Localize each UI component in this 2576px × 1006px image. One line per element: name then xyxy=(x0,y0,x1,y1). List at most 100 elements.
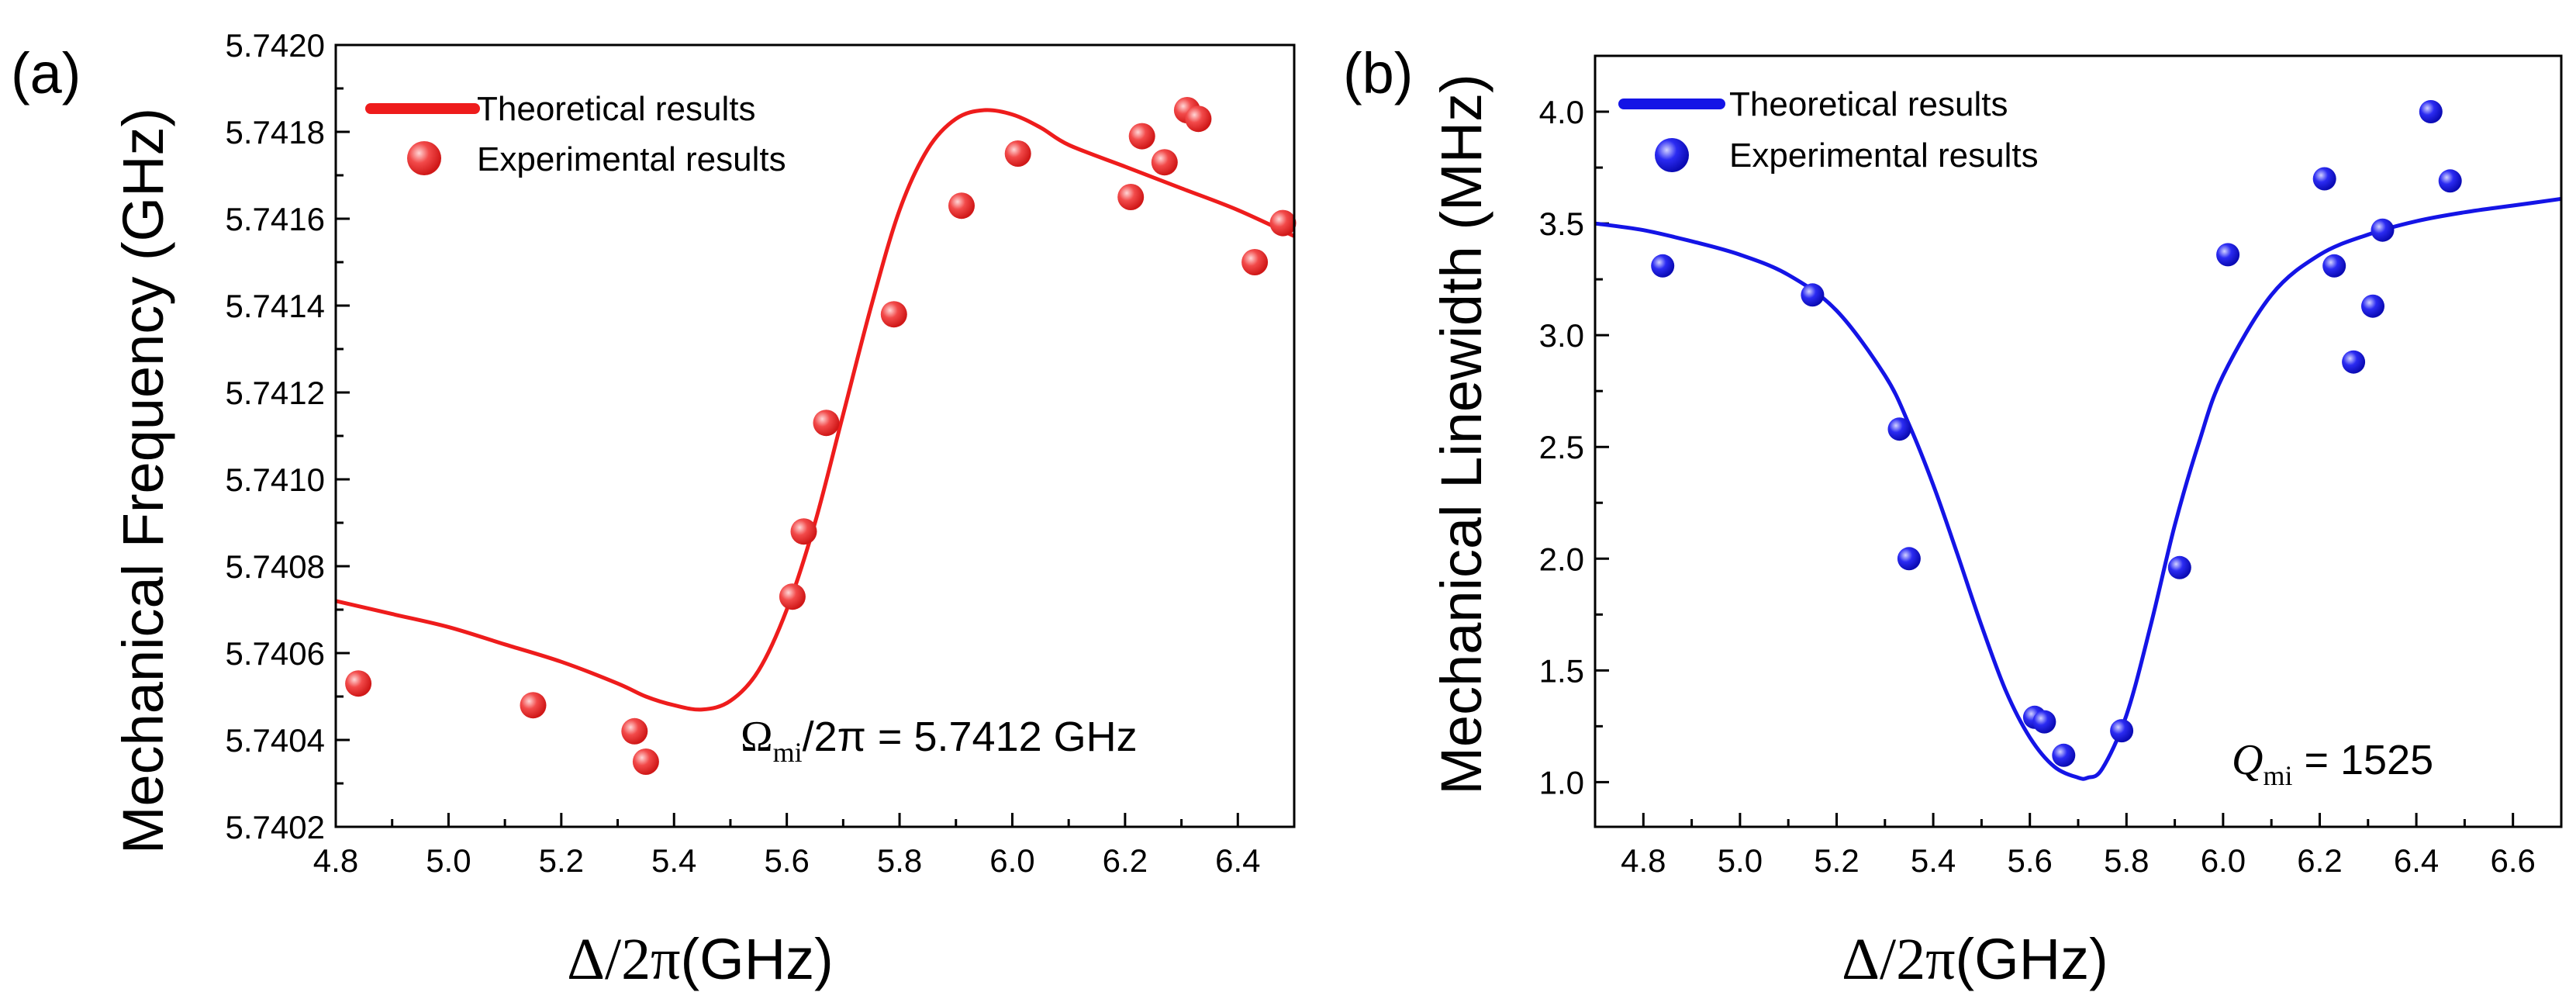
x-tick-label: 4.8 xyxy=(313,842,358,879)
panel-b-points xyxy=(1651,100,2462,767)
data-point xyxy=(2361,294,2384,318)
panel-b: (b) Mechanical Linewidth (MHz) Δ/2π(GHz)… xyxy=(1343,41,2563,992)
theoretical-curve xyxy=(336,108,1294,712)
data-point xyxy=(345,670,372,697)
panel-a-x-axis-title: Δ/2π(GHz) xyxy=(567,927,834,992)
x-tick-label: 6.2 xyxy=(2297,842,2342,879)
y-tick-label: 5.7406 xyxy=(226,635,325,672)
y-tick-label: 5.7418 xyxy=(226,114,325,150)
panel-b-curve-layer xyxy=(1595,196,2561,781)
y-tick-label: 1.5 xyxy=(1539,652,1584,689)
data-point xyxy=(2167,555,2191,579)
x-tick-label: 6.2 xyxy=(1103,842,1148,879)
data-point xyxy=(813,410,840,437)
panel-a-curve-layer xyxy=(336,108,1294,712)
x-tick-label: 5.0 xyxy=(1718,842,1763,879)
data-point xyxy=(632,748,659,775)
x-tick-label: 6.0 xyxy=(989,842,1034,879)
data-point xyxy=(1185,105,1212,133)
panel-b-annotation-symbol: Q xyxy=(2232,736,2263,784)
panel-b-annotation-subscript: mi xyxy=(2263,760,2292,791)
data-point xyxy=(1887,417,1911,441)
data-point xyxy=(790,518,817,545)
data-point xyxy=(621,717,648,745)
panel-b-x-axis-title: Δ/2π(GHz) xyxy=(1842,927,2108,992)
panel-b-frame xyxy=(1594,54,2563,828)
x-tick-label: 5.2 xyxy=(539,842,584,879)
panel-a: (a) Mechanical Frequency (GHz) Δ/2π(GHz)… xyxy=(11,27,1297,992)
data-point xyxy=(2322,254,2346,278)
panel-b-legend: Theoretical results Experimental results xyxy=(1618,85,2039,175)
y-tick-label: 1.0 xyxy=(1539,764,1584,800)
y-tick-label: 5.7416 xyxy=(226,201,325,237)
data-point xyxy=(2032,710,2056,734)
y-tick-label: 5.7404 xyxy=(226,722,325,759)
panel-b-annotation: Qmi = 1525 xyxy=(2232,736,2433,791)
x-tick-label: 5.6 xyxy=(764,842,809,879)
x-tick-label: 4.8 xyxy=(1621,842,1666,879)
data-point xyxy=(948,192,975,220)
data-point xyxy=(1269,209,1297,237)
y-tick-label: 5.7412 xyxy=(226,375,325,411)
panel-a-ticks: 4.8 5.0 5.2 5.4 5.6 5.8 6.0 6.2 6.4 5.7402 5.7404 5… xyxy=(226,27,1296,879)
data-point xyxy=(779,583,806,610)
y-tick-label: 2.0 xyxy=(1539,541,1584,577)
y-tick-label: 3.0 xyxy=(1539,317,1584,354)
data-point xyxy=(520,692,547,719)
panel-b-x-axis-symbol: Δ/2π xyxy=(1842,927,1955,992)
panel-b-annotation-text: = 1525 xyxy=(2292,737,2433,783)
y-tick-label: 5.7414 xyxy=(226,288,325,324)
x-tick-label: 6.4 xyxy=(1215,842,1260,879)
panel-a-frame xyxy=(334,43,1296,828)
x-tick-label: 5.2 xyxy=(1814,842,1859,879)
panel-a-label: (a) xyxy=(11,41,81,105)
data-point xyxy=(2342,350,2366,374)
panel-a-annotation-symbol: Ω xyxy=(741,713,773,761)
data-point xyxy=(2312,167,2336,191)
data-point xyxy=(2438,169,2462,193)
data-point xyxy=(1801,283,1825,307)
data-point xyxy=(2371,218,2395,242)
panel-b-label: (b) xyxy=(1343,41,1413,105)
panel-b-legend-marker-label: Experimental results xyxy=(1729,137,2039,175)
data-point xyxy=(2052,743,2076,767)
y-tick-label: 5.7402 xyxy=(226,809,325,845)
panel-a-legend-marker-swatch xyxy=(407,141,441,175)
panel-b-ticks: 4.8 5.0 5.2 5.4 5.6 5.8 6.0 6.2 6.4 6.6 1.0 1.5 2.0 2… xyxy=(1539,54,2563,879)
x-tick-label: 5.8 xyxy=(2104,842,2149,879)
x-tick-label: 5.4 xyxy=(1911,842,1956,879)
x-tick-label: 5.6 xyxy=(2008,842,2053,879)
data-point xyxy=(1151,149,1178,176)
panel-a-ylabel-wrap: Mechanical Frequency (GHz) xyxy=(111,108,175,854)
panel-b-legend-marker-swatch xyxy=(1655,138,1689,172)
panel-a-x-axis-symbol: Δ/2π xyxy=(567,927,680,992)
y-tick-label: 5.7410 xyxy=(226,462,325,498)
panel-a-legend-marker-label: Experimental results xyxy=(477,140,786,178)
data-point xyxy=(1897,547,1921,571)
panel-b-ylabel-wrap: Mechanical Linewidth (MHz) xyxy=(1429,74,1493,794)
data-point xyxy=(1651,254,1675,278)
data-point xyxy=(2216,243,2240,267)
panel-a-legend-line-label: Theoretical results xyxy=(477,90,755,128)
panel-b-y-axis-title: Mechanical Linewidth (MHz) xyxy=(1429,74,1493,794)
data-point xyxy=(880,301,907,328)
data-point xyxy=(1004,140,1031,167)
data-point xyxy=(1128,123,1155,150)
panel-a-legend: Theoretical results Experimental results xyxy=(365,90,786,178)
panel-a-annotation-subscript: mi xyxy=(773,737,803,768)
y-tick-label: 4.0 xyxy=(1539,94,1584,130)
data-point xyxy=(1117,184,1145,210)
panel-a-x-axis-unit: (GHz) xyxy=(681,927,834,991)
data-point xyxy=(2110,719,2134,743)
y-tick-label: 5.7420 xyxy=(226,27,325,64)
x-tick-label: 6.4 xyxy=(2394,842,2439,879)
y-tick-label: 3.5 xyxy=(1539,206,1584,242)
panel-a-y-axis-title: Mechanical Frequency (GHz) xyxy=(111,108,175,854)
x-tick-label: 6.6 xyxy=(2491,842,2536,879)
panel-a-annotation: Ωmi/2π = 5.7412 GHz xyxy=(741,713,1138,768)
panel-a-plot-area: 4.8 5.0 5.2 5.4 5.6 5.8 6.0 6.2 6.4 5.7402 5.7404 5… xyxy=(226,27,1297,879)
y-tick-label: 2.5 xyxy=(1539,429,1584,465)
x-tick-label: 5.8 xyxy=(877,842,922,879)
panel-a-annotation-text: /2π = 5.7412 GHz xyxy=(803,714,1138,760)
